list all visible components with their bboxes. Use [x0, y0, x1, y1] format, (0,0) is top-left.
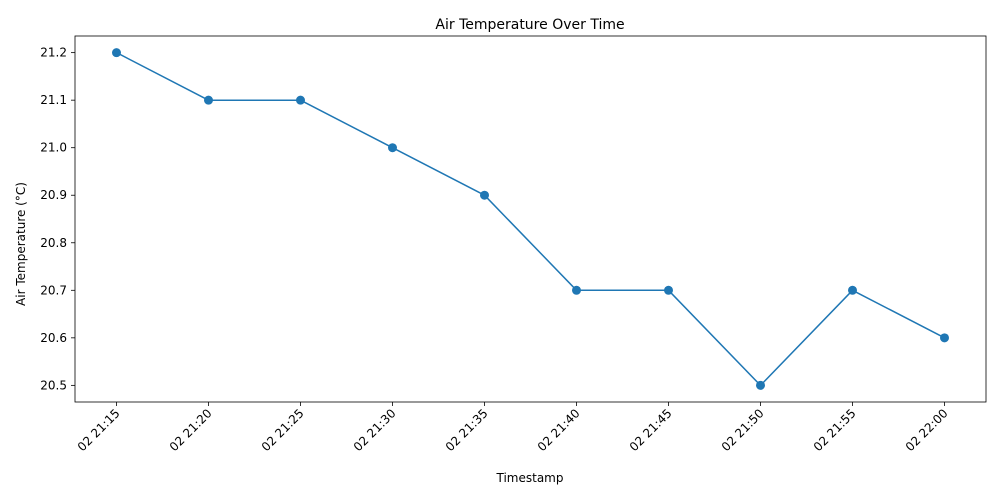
- data-point: [112, 48, 121, 58]
- x-tick-label: 02 21:50: [719, 406, 767, 454]
- y-tick-label: 21.1: [40, 93, 67, 107]
- series-layer: [112, 48, 949, 390]
- plot-frame: [74, 35, 987, 403]
- y-tick-label: 20.5: [40, 378, 67, 392]
- x-tick-label: 02 21:30: [351, 406, 399, 454]
- y-tick-label: 21.0: [40, 141, 67, 155]
- data-point: [296, 95, 305, 105]
- x-tick-label: 02 21:35: [443, 406, 491, 454]
- x-tick-label: 02 21:45: [627, 406, 675, 454]
- data-point: [848, 285, 857, 295]
- data-point: [204, 95, 213, 105]
- x-axis-label: Timestamp: [496, 471, 564, 485]
- chart-title: Air Temperature Over Time: [435, 17, 624, 33]
- x-tick-label: 02 21:40: [535, 406, 583, 454]
- data-point: [572, 285, 581, 295]
- y-tick-label: 20.9: [40, 188, 67, 202]
- y-axis-label: Air Temperature (°C): [14, 182, 28, 306]
- series-line: [116, 51, 945, 387]
- x-tick-label: 02 21:55: [811, 406, 859, 454]
- x-tick-label: 02 21:25: [259, 406, 307, 454]
- data-point: [388, 143, 397, 153]
- data-point: [756, 380, 765, 390]
- y-tick-label: 20.8: [40, 236, 67, 250]
- data-point: [664, 285, 673, 295]
- x-tick-label: 02 21:15: [75, 406, 123, 454]
- data-point: [480, 190, 489, 200]
- y-tick-label: 21.2: [40, 46, 67, 60]
- y-axis: 20.5 20.6 20.7 20.8 20.9 21.0 21.1 21.2: [40, 46, 75, 392]
- x-tick-label: 02 21:20: [167, 406, 215, 454]
- y-tick-label: 20.6: [40, 331, 67, 345]
- plot-area: [74, 35, 987, 403]
- data-point: [940, 333, 949, 343]
- y-tick-label: 20.7: [40, 283, 67, 297]
- x-tick-label: 02 22:00: [903, 406, 951, 454]
- x-axis: 02 21:15 02 21:20 02 21:25 02 21:30 02 21:35…: [75, 402, 951, 454]
